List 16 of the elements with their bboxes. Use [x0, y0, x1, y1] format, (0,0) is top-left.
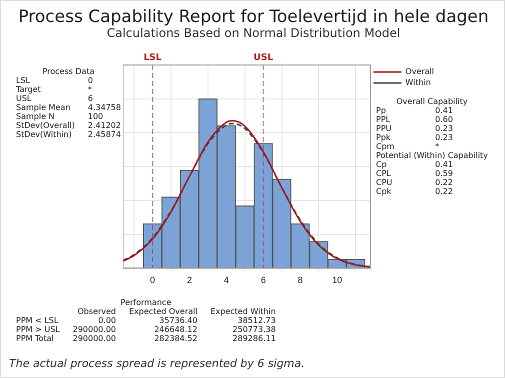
text: Process Data LSL 0 Target * USL 6 Sample Mean 4.34758 Sample N 100 StDev(Overall) 2.41202 StDev(Within) 2.45874	[16, 67, 121, 139]
chart-title: Process Capability Report for Toelevertijd in hele dagen	[17, 7, 490, 27]
legend-label: Overall	[405, 67, 434, 76]
chart-subtitle: Calculations Based on Normal Distribution Model	[106, 26, 402, 40]
x-tick-label: 10	[332, 275, 342, 286]
text: Overall Capability Pp 0.41 PPL 0.60 PPU 0.23 Ppk 0.23 Cpm * Potential (Within) Capability Cp 0.41 CPL 0.59 CPU 0.22 Cpk 0.22	[376, 97, 488, 196]
x-tick-label: 2	[186, 275, 192, 286]
text: Performance Observed Expected Overall Expected Within PPM < LSL 0.00 35736.40 38512.73 PPM > USL 290000.00 246648.12 250773.38 PPM Total 290000.00 282384.52 289286.11	[16, 298, 276, 343]
x-tick-label: 8	[298, 275, 303, 286]
x-tick-label: 0	[150, 275, 156, 286]
legend-label: Within	[405, 78, 431, 88]
text: The actual process spread is represented by 6 sigma.	[9, 357, 305, 370]
x-tick-label: 6	[260, 275, 266, 286]
ref-line-label: LSL	[144, 52, 162, 63]
ref-line-label: USL	[254, 52, 274, 63]
x-tick-label: 4	[224, 275, 229, 286]
